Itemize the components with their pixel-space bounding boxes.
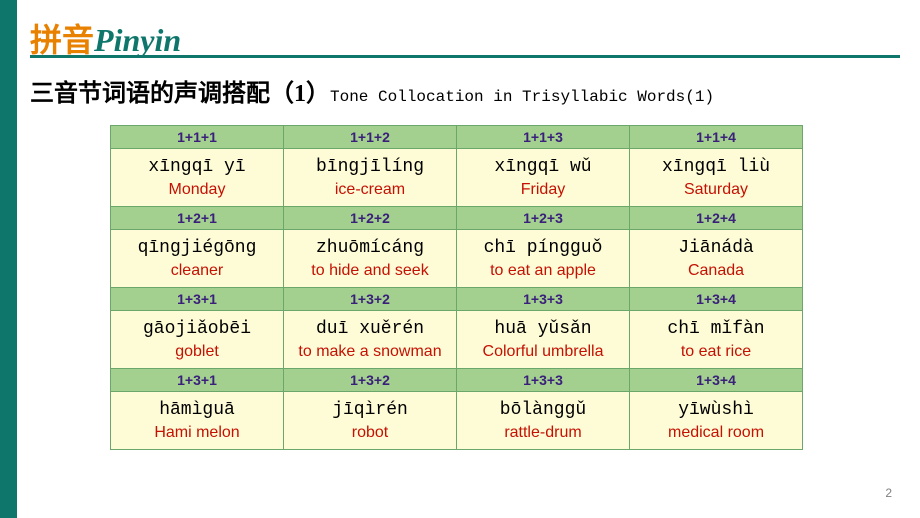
word-cell: hāmìguāHami melon — [111, 392, 284, 450]
tone-header: 1+3+4 — [630, 369, 803, 392]
english-text: Hami melon — [115, 423, 279, 444]
pinyin-text: chī mǐfàn — [634, 317, 798, 342]
tone-header: 1+1+4 — [630, 126, 803, 149]
word-cell: qīngjiégōngcleaner — [111, 230, 284, 288]
pinyin-text: qīngjiégōng — [115, 236, 279, 261]
english-text: rattle-drum — [461, 423, 625, 444]
english-text: medical room — [634, 423, 798, 444]
english-text: to make a snowman — [288, 342, 452, 363]
tone-header: 1+2+1 — [111, 207, 284, 230]
word-cell: duī xuěrénto make a snowman — [284, 311, 457, 369]
pinyin-text: bōlànggǔ — [461, 398, 625, 423]
tone-header: 1+2+2 — [284, 207, 457, 230]
word-cell: zhuōmícángto hide and seek — [284, 230, 457, 288]
pinyin-text: huā yǔsǎn — [461, 317, 625, 342]
tone-header: 1+3+2 — [284, 369, 457, 392]
english-text: to eat an apple — [461, 261, 625, 282]
word-cell: xīngqī liùSaturday — [630, 149, 803, 207]
pinyin-text: bīngjīlíng — [288, 155, 452, 180]
pinyin-text: hāmìguā — [115, 398, 279, 423]
tone-header: 1+3+3 — [457, 369, 630, 392]
word-cell: chī píngguǒto eat an apple — [457, 230, 630, 288]
pinyin-text: yīwùshì — [634, 398, 798, 423]
word-cell: yīwùshìmedical room — [630, 392, 803, 450]
pinyin-text: xīngqī yī — [115, 155, 279, 180]
english-text: goblet — [115, 342, 279, 363]
word-cell: bīngjīlíngice-cream — [284, 149, 457, 207]
word-cell: gāojiǎobēigoblet — [111, 311, 284, 369]
pinyin-text: zhuōmícáng — [288, 236, 452, 261]
pinyin-text: gāojiǎobēi — [115, 317, 279, 342]
english-text: robot — [288, 423, 452, 444]
word-cell: bōlànggǔrattle-drum — [457, 392, 630, 450]
english-text: to hide and seek — [288, 261, 452, 282]
english-text: ice-cream — [288, 180, 452, 201]
tone-header: 1+3+2 — [284, 288, 457, 311]
pinyin-text: chī píngguǒ — [461, 236, 625, 261]
english-text: Colorful umbrella — [461, 342, 625, 363]
english-text: Monday — [115, 180, 279, 201]
word-cell: chī mǐfànto eat rice — [630, 311, 803, 369]
tone-table: 1+1+1 1+1+2 1+1+3 1+1+4 xīngqī yīMonday … — [110, 125, 803, 450]
english-text: Friday — [461, 180, 625, 201]
sidebar-stripe — [0, 0, 17, 518]
pinyin-text: xīngqī liù — [634, 155, 798, 180]
pinyin-text: jīqìrén — [288, 398, 452, 423]
word-cell: xīngqī yīMonday — [111, 149, 284, 207]
word-cell: jīqìrénrobot — [284, 392, 457, 450]
pinyin-text: xīngqī wǔ — [461, 155, 625, 180]
tone-header: 1+3+1 — [111, 288, 284, 311]
tone-header: 1+3+3 — [457, 288, 630, 311]
title-underline — [30, 55, 900, 58]
word-cell: JiānádàCanada — [630, 230, 803, 288]
tone-header: 1+3+1 — [111, 369, 284, 392]
tone-header: 1+2+3 — [457, 207, 630, 230]
title-chinese: 拼音 — [30, 22, 94, 58]
english-text: Canada — [634, 261, 798, 282]
pinyin-text: Jiānádà — [634, 236, 798, 261]
tone-header: 1+1+1 — [111, 126, 284, 149]
pinyin-text: duī xuěrén — [288, 317, 452, 342]
title-english: Pinyin — [94, 22, 181, 58]
tone-header: 1+1+3 — [457, 126, 630, 149]
word-cell: huā yǔsǎnColorful umbrella — [457, 311, 630, 369]
word-cell: xīngqī wǔFriday — [457, 149, 630, 207]
tone-header: 1+3+4 — [630, 288, 803, 311]
subtitle: 三音节词语的声调搭配（1）Tone Collocation in Trisyll… — [30, 73, 714, 108]
english-text: cleaner — [115, 261, 279, 282]
english-text: to eat rice — [634, 342, 798, 363]
page-number: 2 — [885, 486, 892, 500]
subtitle-chinese: 三音节词语的声调搭配（1） — [30, 81, 330, 107]
tone-header: 1+2+4 — [630, 207, 803, 230]
subtitle-english: Tone Collocation in Trisyllabic Words(1) — [330, 88, 714, 106]
english-text: Saturday — [634, 180, 798, 201]
tone-header: 1+1+2 — [284, 126, 457, 149]
